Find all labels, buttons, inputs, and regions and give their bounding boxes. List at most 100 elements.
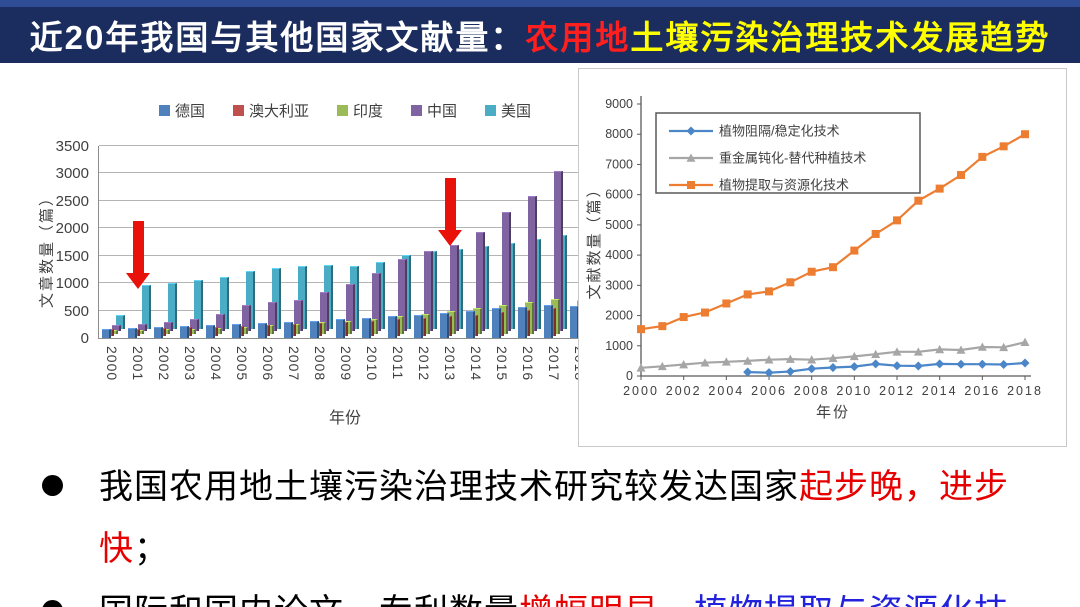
y-tick-label: 2000 [55, 220, 89, 238]
bar-中国-2005 [242, 304, 252, 332]
bar-美国-2001 [141, 285, 151, 330]
legend-label: 印度 [352, 103, 383, 120]
legend-item: 美国 [485, 100, 531, 121]
marker-triangle [892, 347, 902, 356]
x-tick-label: 2006 [260, 346, 276, 382]
marker-triangle [1020, 337, 1030, 346]
marker-triangle [935, 344, 945, 354]
marker-square [850, 246, 859, 255]
title-text-yellow: 土壤污染治理技术发展趋势 [630, 19, 1051, 56]
x-tick-label: 2000 [104, 346, 120, 382]
x-tick-label: 2004 [208, 346, 224, 382]
y-tick-label: 500 [63, 302, 89, 320]
legend-item: 中国 [411, 100, 457, 121]
marker-triangle [807, 355, 817, 364]
legend-label: 重金属钝化-替代种植技术 [719, 151, 866, 166]
y-tick-label: 3000 [55, 165, 89, 183]
x-tick-label: 2011 [390, 346, 406, 381]
x-tick-label: 2005 [234, 346, 250, 382]
gridline [99, 254, 593, 256]
arrow-body [132, 220, 144, 273]
marker-square [679, 313, 688, 322]
x-tick-label: 2016 [520, 346, 536, 382]
marker-square [807, 267, 816, 276]
marker-triangle [657, 361, 667, 371]
bar-中国-2002 [164, 321, 174, 332]
x-tick-label: 2015 [494, 346, 510, 382]
line-chart-y-axis-label: 文献数量（篇） [585, 180, 603, 299]
x-tick-label: 2017 [546, 346, 562, 382]
marker-diamond [1020, 358, 1030, 368]
x-tick-label: 2006 [751, 384, 787, 398]
bar-中国-2009 [346, 283, 356, 332]
marker-diamond [999, 359, 1009, 370]
red-down-arrow-2013 [438, 178, 462, 247]
arrow-body [444, 178, 456, 231]
bullet-item: 我国农用地土壤污染治理技术研究较发达国家起步晚，进步快； [42, 456, 1037, 580]
bar-中国-2014 [476, 231, 486, 332]
marker-square [765, 287, 773, 296]
x-tick-label: 2014 [922, 384, 958, 398]
x-tick-label: 2009 [338, 346, 354, 382]
gridline [99, 227, 593, 229]
x-tick-label: 2014 [468, 346, 484, 382]
bar-德国-2001 [128, 327, 137, 338]
gridline [99, 172, 593, 174]
marker-triangle [679, 360, 689, 369]
marker-diamond [807, 364, 817, 374]
bar-德国-2012 [414, 314, 423, 338]
legend-label: 澳大利亚 [248, 103, 309, 120]
x-tick-label: 2008 [312, 346, 328, 382]
marker-square [935, 184, 944, 193]
gridline [99, 309, 593, 311]
marker-triangle [871, 349, 881, 359]
marker-triangle [913, 347, 923, 356]
bar-中国-2007 [294, 299, 304, 332]
marker-diamond [785, 366, 795, 376]
x-tick-label: 2012 [879, 384, 915, 398]
bar-德国-2013 [440, 312, 449, 338]
marker-triangle [721, 357, 731, 366]
legend-swatch [158, 105, 170, 116]
marker-triangle [849, 351, 859, 361]
bar-中国-2001 [138, 323, 148, 332]
bar-chart-plot-area: 0 500 1000 1500 2000 2500 3000 3500 2000 2001 2002… [56, 138, 593, 381]
bullet-text-segment: 国际和国内论文、专利数量 [99, 593, 519, 607]
y-tick-label: 1000 [55, 275, 89, 293]
marker-diamond [892, 361, 902, 371]
bullet-dot-icon [42, 475, 63, 496]
marker-square [743, 290, 752, 299]
bar-德国-2008 [310, 320, 319, 338]
marker-diamond [871, 359, 881, 369]
marker-square [637, 325, 645, 334]
bar-美国-2005 [245, 271, 255, 330]
gridline [99, 282, 593, 284]
legend-label: 植物阻隔/稳定化技术 [719, 124, 840, 139]
bar-德国-2002 [154, 326, 163, 338]
legend-label: 美国 [501, 103, 532, 120]
legend-label: 德国 [174, 103, 205, 120]
x-tick-label: 2002 [156, 346, 172, 382]
marker-square [893, 216, 901, 225]
bar-德国-2007 [284, 322, 293, 338]
marker-diamond [977, 359, 987, 369]
bullet-text: 国际和国内论文、专利数量增幅明显，植物提取与资源化技术 [99, 581, 1037, 607]
bullet-dot-icon [42, 600, 63, 607]
bar-美国-2004 [219, 277, 229, 330]
bar-德国-2006 [258, 323, 267, 338]
x-tick-label: 2003 [182, 346, 198, 382]
marker-triangle [686, 153, 696, 162]
marker-square [914, 196, 923, 205]
marker-triangle [743, 356, 753, 365]
marker-triangle [700, 358, 710, 367]
y-tick-label: 5000 [605, 218, 633, 232]
bar-德国-2009 [336, 319, 345, 338]
arrow-head [438, 230, 462, 247]
y-tick-label: 2000 [605, 309, 633, 323]
title-text-red: 农用地 [525, 19, 631, 56]
marker-triangle [828, 353, 838, 362]
x-tick-label: 2018 [1007, 384, 1043, 398]
bar-美国-2007 [297, 266, 307, 330]
bar-中国-2017 [554, 171, 564, 332]
